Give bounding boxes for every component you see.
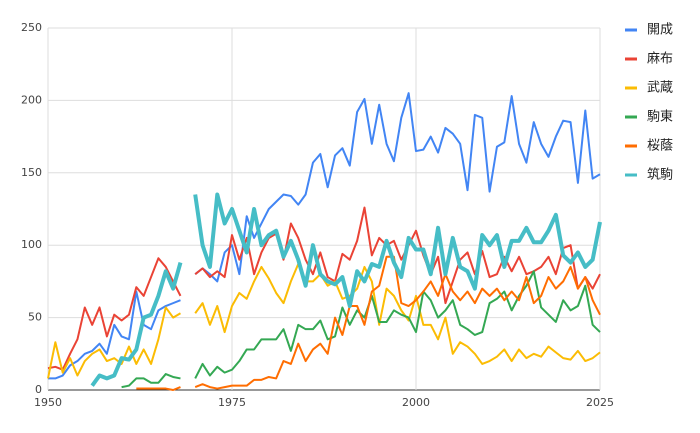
x-tick-label: 2025 (586, 396, 614, 409)
series-line (47, 263, 601, 379)
legend-label: 筑駒 (647, 167, 673, 183)
y-tick-label: 50 (28, 311, 42, 324)
y-tick-label: 0 (35, 383, 42, 396)
y-tick-label: 200 (21, 93, 42, 106)
series-line (136, 255, 601, 391)
series-line (48, 92, 601, 380)
y-tick-label: 150 (21, 166, 42, 179)
series-line (121, 270, 601, 389)
legend-label: 武蔵 (647, 81, 673, 96)
legend-label: 麻布 (647, 52, 673, 67)
legend-label: 開成 (647, 23, 673, 38)
y-tick-label: 250 (21, 21, 42, 34)
x-tick-label: 1975 (218, 396, 246, 409)
x-tick-label: 2000 (402, 396, 430, 409)
legend-label: 駒東 (647, 109, 673, 125)
series-line (90, 192, 602, 387)
x-tick-label: 1950 (34, 396, 62, 409)
legend-label: 桜蔭 (647, 139, 673, 154)
y-tick-label: 100 (21, 238, 42, 251)
